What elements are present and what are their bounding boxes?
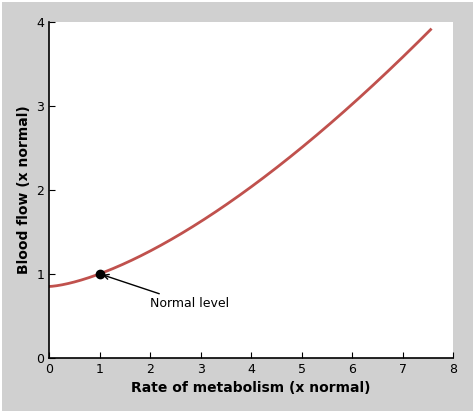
- Y-axis label: Blood flow (x normal): Blood flow (x normal): [17, 105, 31, 274]
- X-axis label: Rate of metabolism (x normal): Rate of metabolism (x normal): [131, 382, 371, 396]
- Text: Normal level: Normal level: [104, 274, 229, 310]
